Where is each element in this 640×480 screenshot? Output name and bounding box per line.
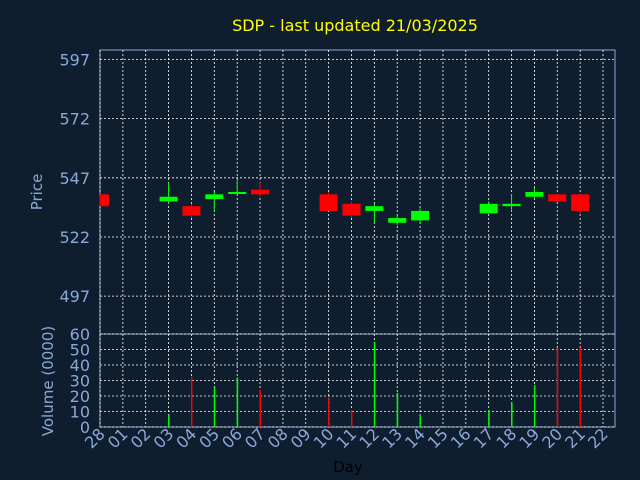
candle-body (251, 189, 270, 195)
candle-body (571, 194, 590, 211)
volume-bar (419, 416, 422, 427)
price-axis-label: Price (28, 174, 46, 211)
volume-bar (579, 347, 582, 427)
volume-bar (213, 386, 216, 427)
candle-body (548, 194, 567, 202)
x-tick-labels: 2801020304050607080910111213141516171819… (81, 424, 612, 452)
candle-body (319, 194, 338, 211)
volume-tick-label: 10 (70, 403, 90, 422)
price-tick-label: 522 (59, 228, 90, 247)
volume-bar (259, 389, 262, 427)
price-panel: 497 522 547 572 597 (59, 49, 616, 335)
volume-bar (511, 402, 513, 427)
volume-tick-label: 0 (80, 418, 90, 437)
volume-bar (396, 392, 399, 427)
volume-tick-label: 60 (70, 325, 90, 344)
volume-bar (533, 385, 536, 427)
candle-body (411, 210, 430, 221)
candle-body (342, 203, 361, 216)
candle-body (182, 206, 201, 216)
volume-tick-label: 40 (70, 356, 90, 375)
volume-bar (351, 409, 353, 427)
candle-body (502, 203, 521, 207)
candle-body (525, 192, 544, 197)
price-tick-label: 547 (59, 169, 90, 188)
volume-bar (236, 377, 239, 427)
candle-body (100, 194, 109, 207)
volume-axis-label: Volume (0000) (39, 326, 57, 436)
volume-bar (556, 347, 559, 427)
volume-bar (190, 377, 193, 427)
x-axis-label: Day (333, 458, 363, 476)
candle-body (205, 194, 224, 200)
candle-body (159, 196, 178, 202)
candle-body (365, 206, 384, 211)
candle-body (388, 218, 407, 223)
volume-bar (373, 341, 376, 427)
price-tick-label: 497 (59, 287, 90, 306)
price-tick-label: 572 (59, 110, 90, 129)
volume-tick-label: 50 (70, 341, 90, 360)
candle-body (228, 192, 247, 194)
volume-bar (168, 414, 170, 427)
chart-title: SDP - last updated 21/03/2025 (232, 16, 478, 35)
x-tick-label: 22 (584, 424, 612, 452)
price-tick-label: 597 (59, 50, 90, 69)
volume-bar (328, 397, 330, 427)
volume-bar (488, 409, 490, 427)
volume-tick-label: 20 (70, 387, 90, 406)
candle-body (479, 203, 498, 214)
volume-tick-label: 30 (70, 372, 90, 391)
